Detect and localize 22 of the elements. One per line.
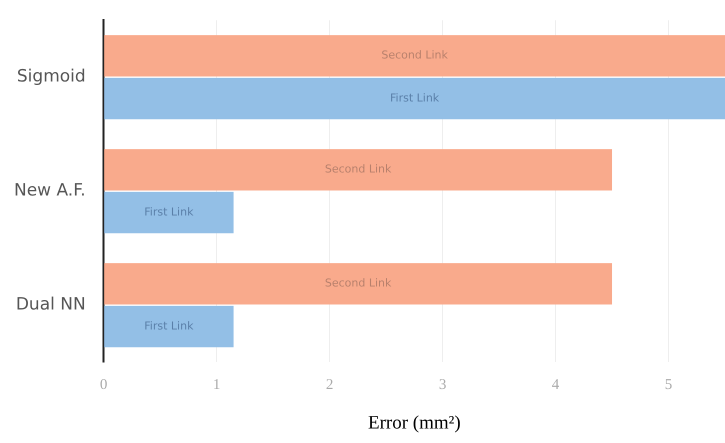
bar <box>104 149 612 191</box>
bar <box>104 192 234 234</box>
x-tick-label: 2 <box>326 377 334 394</box>
bar <box>104 306 234 348</box>
series-label: Second Link <box>381 48 448 62</box>
y-tick-label: Sigmoid <box>16 66 86 87</box>
bar <box>104 78 725 120</box>
x-tick-label: 5 <box>664 377 672 394</box>
y-tick-label: New A.F. <box>14 180 86 201</box>
bar <box>104 35 725 77</box>
x-axis-title: Error (mm²) <box>368 412 461 434</box>
x-tick-label: 3 <box>438 377 446 394</box>
bar <box>104 263 612 305</box>
x-tick-label: 0 <box>100 377 108 394</box>
text: First Link <box>144 319 194 332</box>
y-tick-label: Dual NN <box>16 294 86 315</box>
series-label: First Link <box>390 91 440 104</box>
x-tick-label: 4 <box>552 377 560 394</box>
text: Second Link <box>324 276 392 290</box>
x-tick-label: 1 <box>212 377 220 394</box>
text: First Link <box>144 205 194 218</box>
text: Second Link <box>324 162 392 176</box>
